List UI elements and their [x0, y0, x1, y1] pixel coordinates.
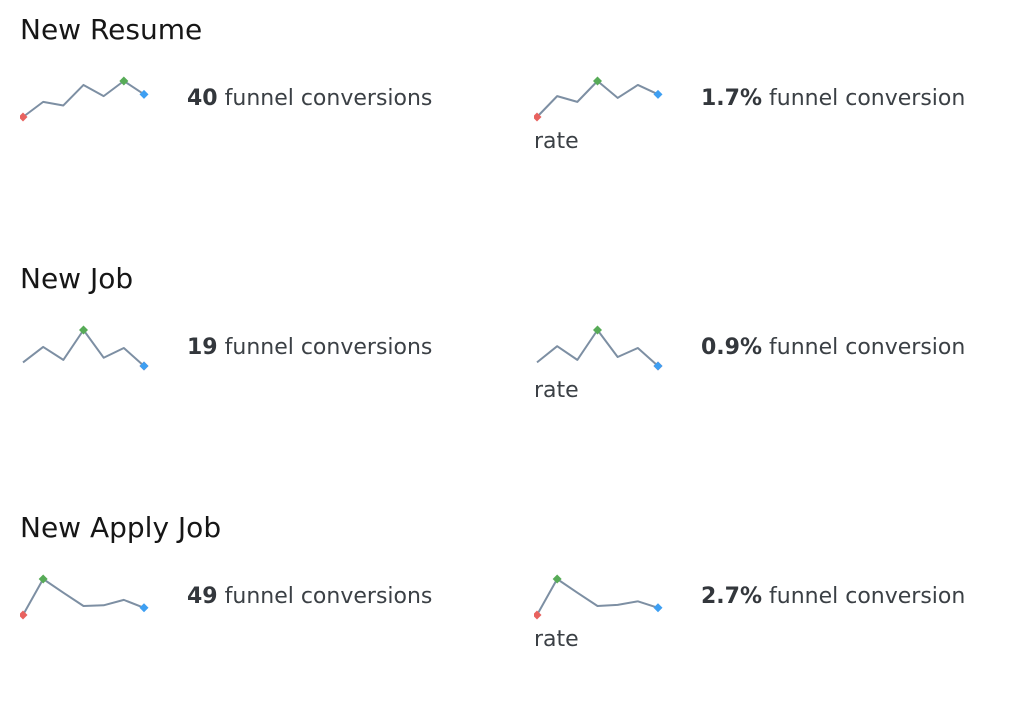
funnel-report: New Resume 40 funnel conversions 1.7% fu… [18, 13, 1004, 657]
section-new-resume: New Resume 40 funnel conversions 1.7% fu… [18, 13, 1004, 159]
metric-funnel-conversions: 40 funnel conversions [18, 74, 534, 124]
sparkline-chart [532, 76, 663, 122]
sparkline-chart [18, 76, 149, 122]
metric-value: 40 [187, 86, 218, 111]
metric-funnel-conversion-rate: 0.9% funnel conversion rate [534, 323, 1009, 408]
sparkline-chart [536, 325, 663, 371]
sparkline-chart [22, 325, 149, 371]
metric-funnel-conversions: 19 funnel conversions [20, 323, 534, 373]
metric-value: 1.7% [701, 86, 763, 111]
metrics-row: 49 funnel conversions 2.7% funnel conver… [18, 572, 1004, 657]
metric-funnel-conversion-rate: 2.7% funnel conversion rate [532, 572, 1009, 657]
metric-funnel-conversions: 49 funnel conversions [18, 572, 534, 622]
metric-label: funnel conversion rate [534, 584, 966, 652]
metric-label: funnel conversions [224, 584, 433, 609]
metric-label: funnel conversion rate [534, 86, 966, 154]
section-new-job: New Job 19 funnel conversions 0.9% funne… [20, 263, 1004, 408]
metric-value: 49 [187, 584, 218, 609]
metrics-row: 40 funnel conversions 1.7% funnel conver… [18, 74, 1004, 159]
metric-value: 19 [187, 335, 218, 360]
section-new-apply-job: New Apply Job 49 funnel conversions 2.7%… [18, 511, 1004, 657]
sparkline-chart [532, 574, 663, 620]
metric-value: 0.9% [701, 335, 763, 360]
section-title: New Job [20, 262, 134, 295]
metrics-row: 19 funnel conversions 0.9% funnel conver… [20, 323, 1004, 408]
section-title: New Resume [20, 13, 203, 46]
metric-funnel-conversion-rate: 1.7% funnel conversion rate [532, 74, 1009, 159]
metric-label: funnel conversions [224, 335, 433, 360]
section-title: New Apply Job [20, 511, 222, 544]
metric-value: 2.7% [701, 584, 763, 609]
sparkline-chart [18, 574, 149, 620]
metric-label: funnel conversion rate [534, 335, 966, 403]
metric-label: funnel conversions [224, 86, 433, 111]
